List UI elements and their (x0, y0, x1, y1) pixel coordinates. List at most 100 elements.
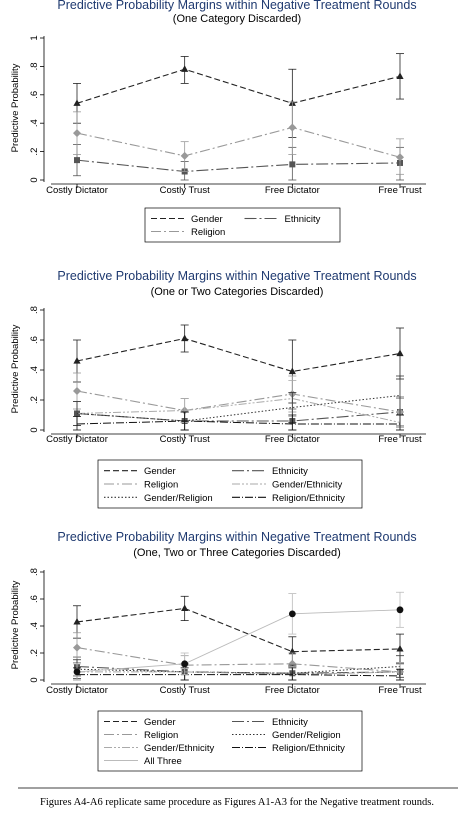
x-tick-label: Free Dictator (265, 685, 320, 696)
chart-title: Predictive Probability Margins within Ne… (57, 0, 416, 12)
y-tick-label: .2 (29, 148, 40, 156)
legend-box (144, 207, 341, 243)
y-tick-label: .6 (29, 595, 40, 603)
legend-item-gender: Gender (104, 717, 176, 728)
legend-box (97, 710, 363, 772)
legend-label: Religion/Ethnicity (272, 493, 345, 504)
series-line-gender-religion (76, 666, 401, 674)
figure-caption: Figures A4-A6 replicate same procedure a… (40, 797, 434, 808)
legend: Gender Ethnicity Religion Gender/Ethnicity G… (97, 459, 363, 509)
y-tick-label: .6 (29, 336, 40, 344)
x-tick-label: Free Trust (378, 434, 422, 445)
series-line-religion (76, 647, 401, 673)
y-axis-label: Predictive Probability (10, 580, 21, 669)
marker-religion-3 (396, 153, 404, 162)
series-gender-religion (73, 375, 404, 431)
marker-gender-0 (73, 99, 81, 106)
series-line-religion-ethnicity (77, 674, 401, 677)
legend-box (97, 459, 363, 509)
chart-title: Predictive Probability Margins within Ne… (57, 269, 416, 283)
legend-label: Gender/Ethnicity (272, 480, 342, 491)
chart-subtitle: (One Category Discarded) (173, 13, 301, 25)
marker-gender-1 (181, 334, 189, 342)
marker-ethnicity-2 (289, 161, 296, 168)
legend-item-gender-religion: Gender/Religion (232, 730, 341, 741)
series-line-religion (76, 126, 401, 158)
marker-religion-0 (73, 643, 81, 652)
chart-panel-2: Predictive Probability Margins within Ne… (10, 269, 426, 509)
series-gender (73, 595, 404, 667)
x-tick-label: Free Dictator (265, 185, 320, 196)
x-tick-label: Free Trust (378, 685, 422, 696)
x-tick-label: Costly Dictator (46, 185, 108, 196)
legend-label: Religion (144, 480, 178, 491)
legend-item-ethnicity: Ethnicity (244, 214, 321, 225)
legend-label: Gender/Religion (272, 730, 341, 741)
legend-label: Gender/Ethnicity (144, 743, 214, 754)
series-line-gender (76, 68, 401, 104)
legend-label: Ethnicity (285, 214, 321, 225)
legend-item-religion-ethnicity: Religion/Ethnicity (232, 743, 345, 754)
series-line-gender (76, 607, 401, 653)
legend-item-gender-ethnicity: Gender/Ethnicity (104, 743, 214, 754)
legend: Gender Ethnicity Religion Gender/Religion Ge… (97, 710, 363, 772)
y-tick-label: .8 (29, 62, 40, 70)
series-gender-ethnicity (73, 662, 404, 681)
marker-gender-0 (73, 617, 81, 625)
legend-item-religion: Religion (104, 480, 178, 491)
marker-religion-2 (288, 123, 297, 132)
x-tick-label: Costly Trust (160, 434, 211, 445)
x-tick-label: Costly Dictator (46, 685, 108, 696)
y-tick-label: 1 (29, 35, 40, 40)
charts-layer: Predictive Probability Margins within Ne… (10, 0, 426, 772)
legend-item-ethnicity: Ethnicity (232, 466, 308, 477)
marker-religion-0 (73, 387, 81, 395)
y-tick-label: .4 (29, 119, 40, 127)
series-line-gender (76, 337, 401, 373)
legend-label: Religion (191, 227, 225, 238)
y-tick-label: 0 (29, 177, 40, 182)
series-gender (73, 324, 404, 404)
legend-item-gender-religion: Gender/Religion (104, 493, 213, 504)
marker-gender-3 (396, 72, 404, 79)
marker-gender-1 (181, 604, 189, 612)
series-religion (73, 101, 404, 175)
legend-label: Religion (144, 730, 178, 741)
y-tick-label: .2 (29, 396, 40, 404)
legend-label: Ethnicity (272, 717, 308, 728)
marker-religion-2 (288, 659, 297, 668)
x-tick-label: Free Dictator (265, 434, 320, 445)
marker-gender-3 (396, 644, 404, 652)
chart-subtitle: (One, Two or Three Categories Discarded) (133, 547, 340, 559)
legend-label: All Three (144, 756, 182, 767)
y-tick-label: .6 (29, 91, 40, 99)
marker-ethnicity-0 (74, 157, 80, 164)
y-tick-label: 0 (29, 427, 40, 432)
series-line-ethnicity (76, 159, 401, 173)
marker-gender-1 (181, 65, 189, 72)
series-line-gender-religion (76, 395, 401, 422)
y-tick-label: .4 (29, 366, 40, 374)
series-all-three (73, 591, 404, 681)
marker-gender-0 (73, 357, 81, 364)
x-tick-label: Costly Trust (160, 685, 211, 696)
y-tick-label: 0 (29, 677, 40, 682)
marker-religion-0 (73, 129, 81, 138)
series-religion-ethnicity (73, 411, 404, 431)
legend-label: Ethnicity (272, 466, 308, 477)
series-line-gender-ethnicity (76, 397, 401, 423)
series-line-all-three (76, 609, 401, 673)
legend-item-gender: Gender (104, 466, 176, 477)
y-tick-label: .8 (29, 306, 40, 314)
legend-label: Gender (144, 466, 176, 477)
legend-item-gender: Gender (151, 214, 223, 225)
marker-gender-2 (288, 367, 296, 375)
series-line-ethnicity (76, 411, 401, 422)
y-tick-label: .2 (29, 649, 40, 657)
marker-all-three-2 (288, 610, 296, 618)
chart-panel-1: Predictive Probability Margins within Ne… (10, 0, 426, 243)
x-tick-label: Free Trust (378, 185, 422, 196)
legend-label: Gender (191, 214, 223, 225)
x-tick-label: Costly Dictator (46, 434, 108, 445)
